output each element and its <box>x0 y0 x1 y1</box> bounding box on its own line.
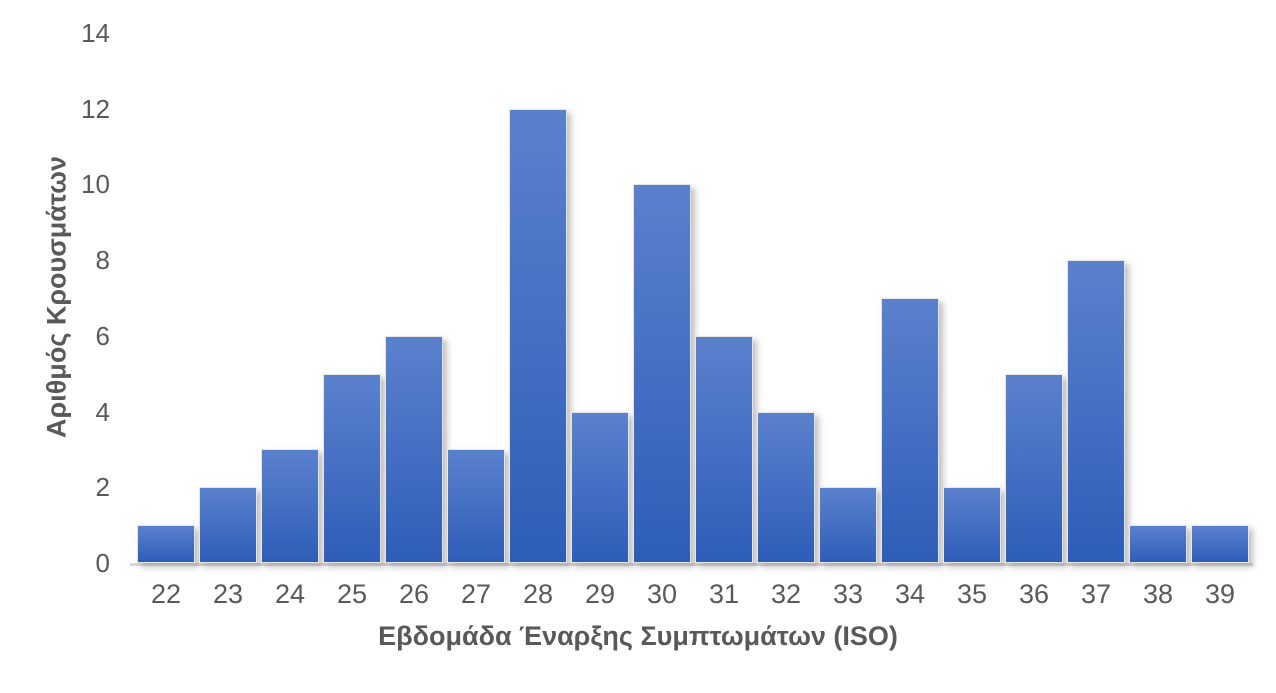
x-axis-line <box>130 563 1253 566</box>
bar <box>447 449 505 563</box>
bar <box>385 336 443 563</box>
x-tick-label: 39 <box>1204 579 1236 609</box>
y-tick-label: 0 <box>95 548 110 578</box>
bar <box>633 184 691 563</box>
x-tick-label: 26 <box>398 579 430 609</box>
bar <box>757 412 815 563</box>
x-axis-title: Εβδομάδα Έναρξης Συμπτωμάτων (ISO) <box>378 621 898 651</box>
bar <box>571 412 629 563</box>
x-tick-label: 34 <box>894 579 926 609</box>
bar <box>1005 374 1063 563</box>
bar <box>261 449 319 563</box>
x-tick-label: 25 <box>336 579 368 609</box>
bar <box>199 487 257 563</box>
x-tick-label: 30 <box>646 579 678 609</box>
x-tick-label: 37 <box>1080 579 1112 609</box>
x-tick-label: 35 <box>956 579 988 609</box>
bar <box>881 298 939 563</box>
y-tick-label: 8 <box>95 245 110 275</box>
bar <box>323 374 381 563</box>
x-tick-label: 31 <box>708 579 740 609</box>
bar <box>137 525 195 563</box>
y-tick-label: 10 <box>81 169 110 199</box>
x-tick-label: 36 <box>1018 579 1050 609</box>
bar <box>509 109 567 563</box>
x-tick-label: 33 <box>832 579 864 609</box>
x-tick-label: 28 <box>522 579 554 609</box>
x-tick-label: 24 <box>274 579 306 609</box>
x-tick-label: 29 <box>584 579 616 609</box>
x-tick-label: 27 <box>460 579 492 609</box>
x-tick-label: 32 <box>770 579 802 609</box>
y-tick-label: 6 <box>95 321 110 351</box>
bar <box>1191 525 1249 563</box>
x-tick-label: 38 <box>1142 579 1174 609</box>
bar <box>943 487 1001 563</box>
bar <box>819 487 877 563</box>
bar <box>695 336 753 563</box>
bar <box>1067 260 1125 563</box>
x-tick-label: 22 <box>150 579 182 609</box>
x-tick-label: 23 <box>212 579 244 609</box>
y-tick-label: 4 <box>95 397 110 427</box>
y-tick-label: 12 <box>81 94 110 124</box>
y-tick-label: 14 <box>81 18 110 48</box>
y-tick-label: 2 <box>95 472 110 502</box>
bar <box>1129 525 1187 563</box>
